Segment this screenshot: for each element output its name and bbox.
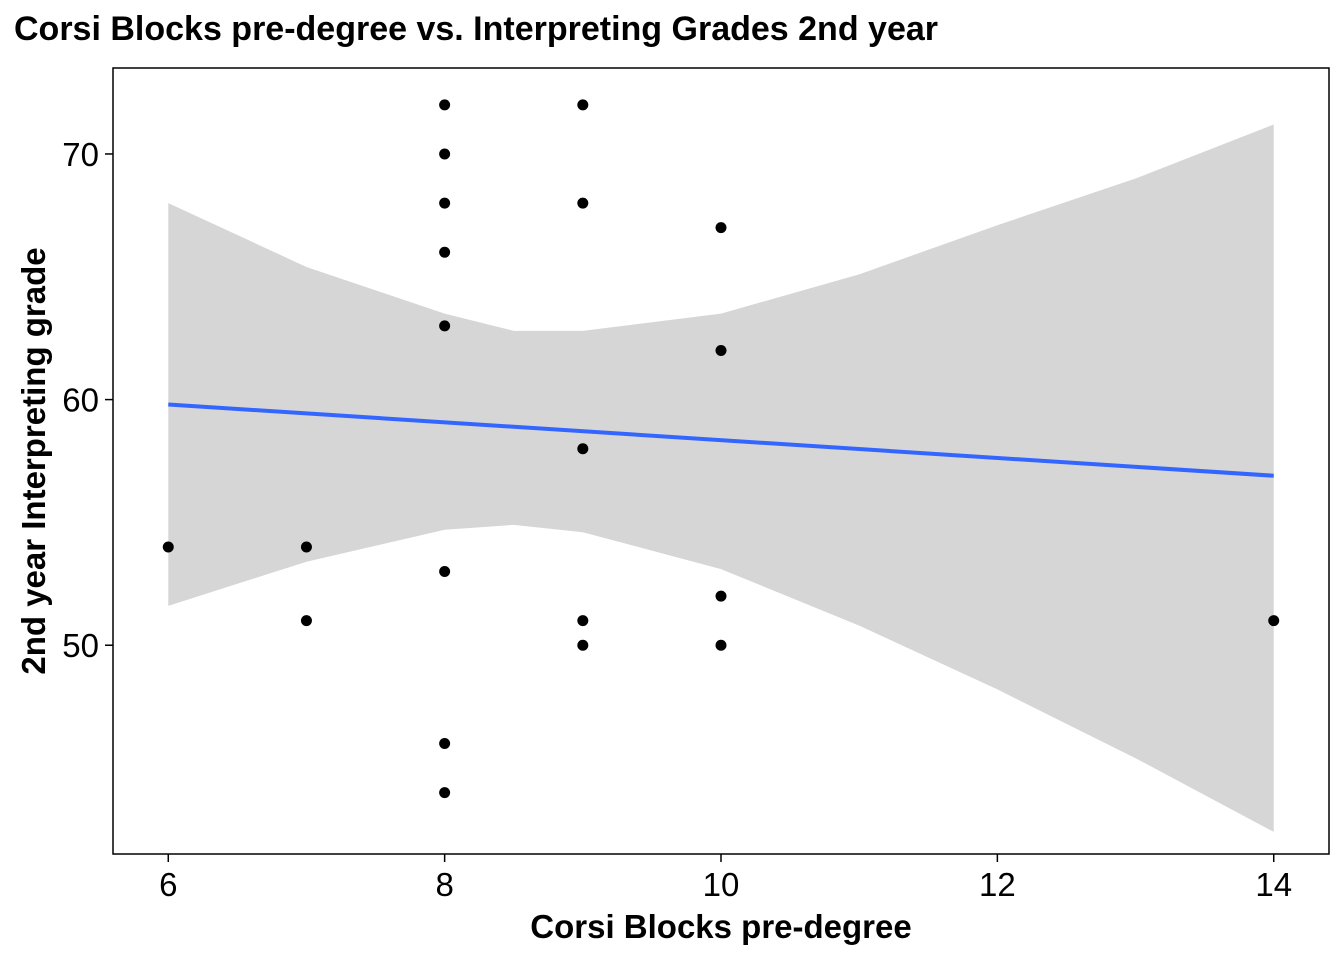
data-point [577, 639, 589, 651]
y-axis-title: 2nd year Interpreting grade [15, 247, 52, 674]
data-point [439, 148, 451, 160]
data-point [439, 246, 451, 258]
x-tick-label: 14 [1255, 866, 1292, 903]
data-point [439, 566, 451, 578]
data-point [300, 541, 312, 553]
x-tick-label: 8 [435, 866, 453, 903]
data-point [577, 615, 589, 627]
y-axis: 50 60 70 [62, 136, 113, 664]
data-point [715, 222, 727, 234]
data-point [715, 639, 727, 651]
y-tick-label: 70 [62, 136, 99, 173]
data-point [1268, 615, 1280, 627]
trend-line-layer [168, 402, 1274, 478]
data-point [715, 590, 727, 602]
confidence-band-layer [168, 124, 1274, 832]
points-layer [162, 99, 1280, 799]
x-tick-label: 10 [703, 866, 740, 903]
x-axis: 6 8 10 12 14 [159, 854, 1292, 903]
data-point [439, 737, 451, 749]
confidence-band [168, 124, 1274, 832]
data-point [439, 787, 451, 799]
data-point [439, 320, 451, 332]
y-tick-label: 50 [62, 627, 99, 664]
x-tick-label: 6 [159, 866, 177, 903]
y-tick-label: 60 [62, 382, 99, 419]
data-point [577, 443, 589, 455]
data-point [715, 344, 727, 356]
x-axis-title: Corsi Blocks pre-degree [530, 908, 911, 945]
x-tick-label: 12 [979, 866, 1016, 903]
data-point [577, 197, 589, 209]
chart-title: Corsi Blocks pre-degree vs. Interpreting… [14, 10, 938, 48]
data-point [577, 99, 589, 111]
data-point [439, 197, 451, 209]
data-point [162, 541, 174, 553]
data-point [300, 615, 312, 627]
trend-line [168, 402, 1274, 478]
data-point [439, 99, 451, 111]
